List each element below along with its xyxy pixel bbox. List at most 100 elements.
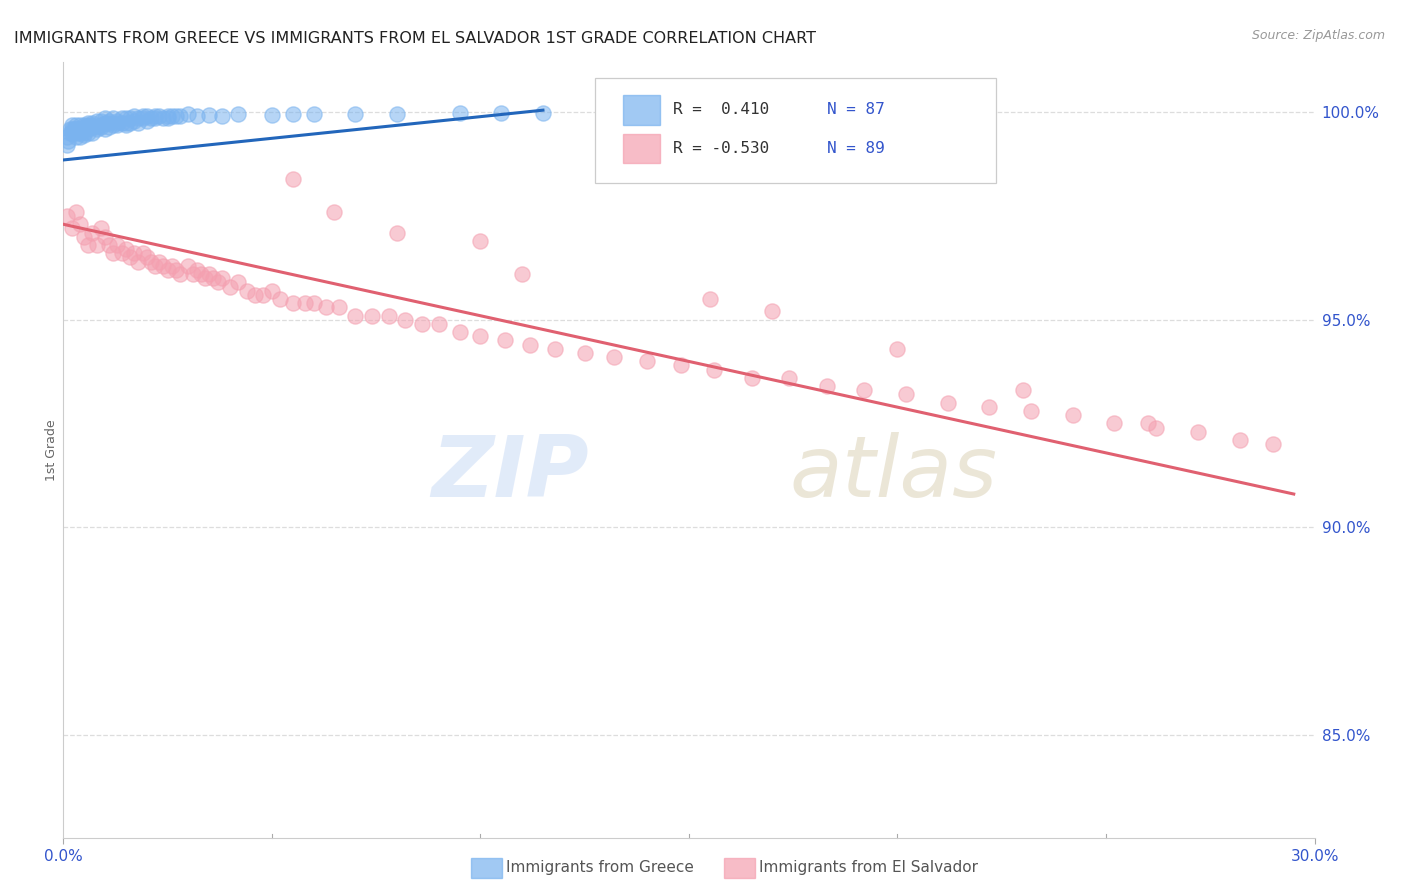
Point [281, 171, 304, 186]
Point [55, 138, 77, 153]
Point [1019, 404, 1042, 418]
Point [228, 276, 250, 290]
Point [294, 296, 316, 310]
Point [936, 395, 959, 409]
Text: R =  0.410: R = 0.410 [672, 103, 769, 117]
FancyBboxPatch shape [595, 78, 995, 183]
Point [65, 121, 87, 136]
Point [243, 288, 266, 302]
Bar [623, 95, 661, 125]
Point [98, 115, 121, 129]
Point [323, 204, 346, 219]
Text: N = 89: N = 89 [827, 141, 884, 156]
Point [778, 371, 800, 385]
Point [1062, 408, 1084, 422]
Point [69, 118, 91, 132]
Point [574, 346, 596, 360]
Point [122, 246, 145, 260]
Point [69, 126, 91, 140]
Point [135, 113, 157, 128]
Point [260, 284, 283, 298]
Point [56, 130, 79, 145]
Point [228, 107, 250, 121]
Point [131, 246, 153, 260]
Point [152, 259, 174, 273]
Point [1011, 384, 1033, 398]
Point [107, 238, 129, 252]
Point [143, 112, 166, 126]
Point [77, 121, 100, 136]
Point [131, 109, 153, 123]
Point [194, 271, 217, 285]
Point [94, 112, 117, 126]
Point [761, 304, 783, 318]
Point [853, 384, 876, 398]
Point [1144, 420, 1167, 434]
Point [207, 276, 229, 290]
Point [979, 400, 1001, 414]
Point [127, 112, 149, 126]
Point [107, 118, 129, 132]
Point [86, 121, 108, 136]
Point [143, 109, 166, 123]
Point [82, 115, 104, 129]
Point [886, 342, 908, 356]
Point [1187, 425, 1209, 439]
Point [122, 113, 145, 128]
Point [177, 107, 200, 121]
Point [169, 109, 191, 123]
Point [156, 112, 179, 126]
Point [90, 221, 112, 235]
Point [111, 112, 134, 126]
Point [361, 309, 384, 323]
Point [344, 107, 367, 121]
Point [115, 242, 138, 256]
Text: Immigrants from Greece: Immigrants from Greece [506, 861, 695, 875]
Point [544, 342, 567, 356]
Point [94, 121, 117, 136]
Point [60, 121, 83, 136]
Point [118, 115, 141, 129]
Point [411, 317, 433, 331]
Point [62, 121, 84, 136]
Point [77, 118, 100, 132]
Point [103, 112, 125, 126]
Point [219, 279, 242, 293]
Point [73, 229, 96, 244]
Point [894, 387, 917, 401]
Point [65, 130, 87, 145]
Point [531, 106, 554, 120]
Point [211, 109, 233, 123]
Text: N = 87: N = 87 [827, 103, 884, 117]
Point [60, 221, 83, 235]
Point [115, 112, 138, 126]
Point [98, 238, 121, 252]
Point [148, 109, 170, 123]
Point [741, 371, 763, 385]
Point [385, 107, 408, 121]
Point [160, 259, 183, 273]
Point [394, 312, 416, 326]
Point [211, 271, 233, 285]
Point [73, 128, 96, 142]
Point [103, 246, 125, 260]
Point [115, 115, 138, 129]
Point [65, 118, 87, 132]
Point [302, 296, 325, 310]
Point [90, 120, 112, 134]
Point [156, 109, 179, 123]
Point [302, 107, 325, 121]
Point [269, 292, 291, 306]
Point [186, 263, 208, 277]
Point [449, 106, 471, 120]
Text: R = -0.530: R = -0.530 [672, 141, 769, 156]
Point [118, 112, 141, 126]
Point [94, 115, 117, 129]
Point [148, 254, 170, 268]
Point [510, 267, 533, 281]
Point [77, 115, 100, 129]
Point [139, 254, 162, 268]
Point [111, 115, 134, 129]
Point [118, 251, 141, 265]
Point [202, 271, 225, 285]
